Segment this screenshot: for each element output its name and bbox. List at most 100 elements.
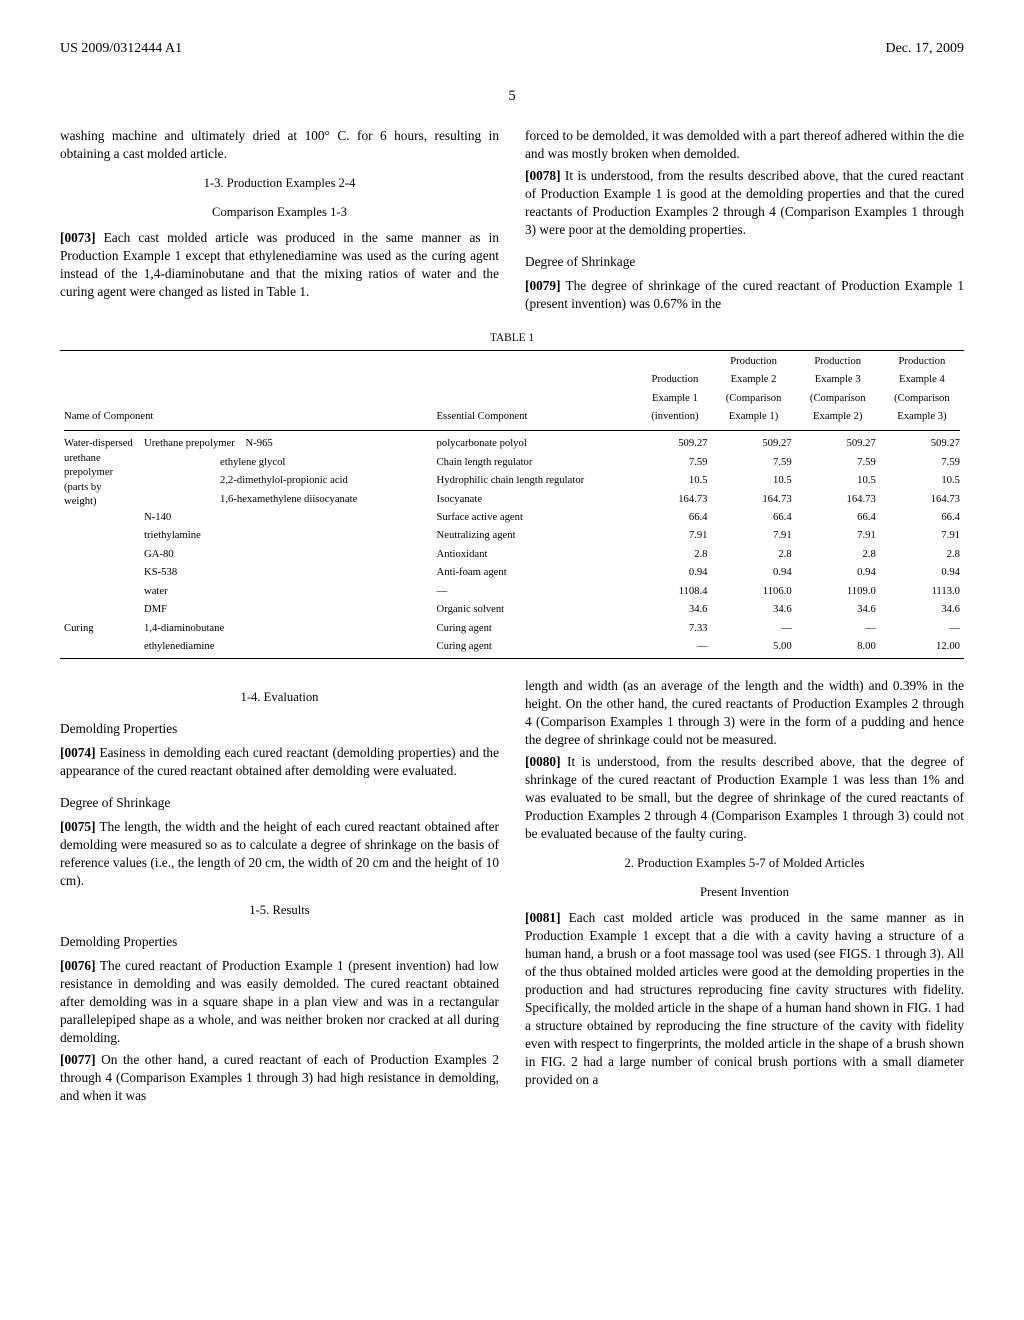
td: 8.00 [796,638,880,656]
sec-1-5: 1-5. Results [60,902,499,919]
td: 164.73 [880,491,964,509]
table-row: GA-80 Antioxidant 2.8 2.8 2.8 2.8 [60,546,964,564]
th: (Comparison [712,390,796,408]
td: 10.5 [638,472,711,490]
td: 1106.0 [712,583,796,601]
td: Organic solvent [433,601,639,619]
publication-date: Dec. 17, 2009 [885,40,964,59]
td: 1,4-diaminobutane [140,620,433,638]
table-row: ethylene glycol Chain length regulator 7… [60,454,964,472]
bottom-columns: 1-4. Evaluation Demolding Properties [00… [60,677,964,1109]
para-num: [0078] [525,168,561,183]
td: 2.8 [712,546,796,564]
para-cont: washing machine and ultimately dried at … [60,127,499,163]
table-row: ethylenediamine Curing agent — 5.00 8.00… [60,638,964,656]
para-77-cont: forced to be demolded, it was demolded w… [525,127,964,163]
td: 7.59 [796,454,880,472]
td: 164.73 [638,491,711,509]
right-col-bottom: length and width (as an average of the l… [525,677,964,1109]
td: triethylamine [140,527,433,545]
para-80: [0080] It is understood, from the result… [525,753,964,843]
deg-shrinkage-heading: Degree of Shrinkage [525,253,964,271]
para-num: [0079] [525,278,561,293]
demolding-heading-2: Demolding Properties [60,933,499,951]
td: Curing agent [433,638,639,656]
para-76: [0076] The cured reactant of Production … [60,957,499,1047]
para-75: [0075] The length, the width and the hei… [60,818,499,890]
td: 509.27 [796,435,880,453]
td: Surface active agent [433,509,639,527]
td: Antioxidant [433,546,639,564]
th: Production [880,353,964,371]
page-number: 5 [60,87,964,107]
table-caption: TABLE 1 [60,331,964,346]
td: 66.4 [796,509,880,527]
td: 7.91 [638,527,711,545]
td: 7.91 [712,527,796,545]
td: 7.33 [638,620,711,638]
para-78: [0078] It is understood, from the result… [525,167,964,239]
td: 1113.0 [880,583,964,601]
td: 10.5 [796,472,880,490]
sec-1-3b: Comparison Examples 1-3 [60,204,499,221]
td: — [433,583,639,601]
td: 7.59 [638,454,711,472]
table-row: KS-538 Anti-foam agent 0.94 0.94 0.94 0.… [60,564,964,582]
td: water [140,583,433,601]
td: polycarbonate polyol [433,435,639,453]
para-79: [0079] The degree of shrinkage of the cu… [525,277,964,313]
td: 509.27 [638,435,711,453]
td: 509.27 [712,435,796,453]
td: 0.94 [712,564,796,582]
td: 164.73 [796,491,880,509]
td: Neutralizing agent [433,527,639,545]
table-row: Curing 1,4-diaminobutane Curing agent 7.… [60,620,964,638]
td: 7.91 [796,527,880,545]
td: 0.94 [638,564,711,582]
td: 34.6 [796,601,880,619]
td: 10.5 [712,472,796,490]
td: 2.8 [796,546,880,564]
td: Urethane prepolymer N-965 [140,435,433,453]
para-num: [0073] [60,230,96,245]
td: 509.27 [880,435,964,453]
table-row: 2,2-dimethylol-propionic acid Hydrophili… [60,472,964,490]
td: Curing agent [433,620,639,638]
td: — [712,620,796,638]
td: Anti-foam agent [433,564,639,582]
th-name: Name of Component [60,353,433,427]
para-79-cont: length and width (as an average of the l… [525,677,964,749]
table-rule [60,350,964,351]
th: Production [796,353,880,371]
table-rule [60,658,964,659]
td: KS-538 [140,564,433,582]
td: 34.6 [880,601,964,619]
top-columns: washing machine and ultimately dried at … [60,127,964,317]
td: 1,6-hexamethylene diisocyanate [140,491,433,509]
sec-2: 2. Production Examples 5-7 of Molded Art… [525,855,964,872]
para-num: [0075] [60,819,96,834]
th: (Comparison [796,390,880,408]
td: 2.8 [638,546,711,564]
sec-1-4: 1-4. Evaluation [60,689,499,706]
th: Example 2 [712,371,796,389]
td: 0.94 [880,564,964,582]
td: 2,2-dimethylol-propionic acid [140,472,433,490]
td: GA-80 [140,546,433,564]
td: 34.6 [638,601,711,619]
left-col-bottom: 1-4. Evaluation Demolding Properties [00… [60,677,499,1109]
th: Example 1 [638,390,711,408]
demolding-heading: Demolding Properties [60,720,499,738]
td: — [638,638,711,656]
deg-shrinkage-heading: Degree of Shrinkage [60,794,499,812]
table-row: Water-dispersed urethane prepolymer (par… [60,435,964,453]
td: 1108.4 [638,583,711,601]
td: 7.59 [712,454,796,472]
td: ethylenediamine [140,638,433,656]
th: Example 4 [880,371,964,389]
table-1: TABLE 1 Name of Component Essential Comp… [60,331,964,660]
td: ethylene glycol [140,454,433,472]
th: Production [638,371,711,389]
table-rule [64,430,960,431]
th-ess: Essential Component [433,353,639,427]
